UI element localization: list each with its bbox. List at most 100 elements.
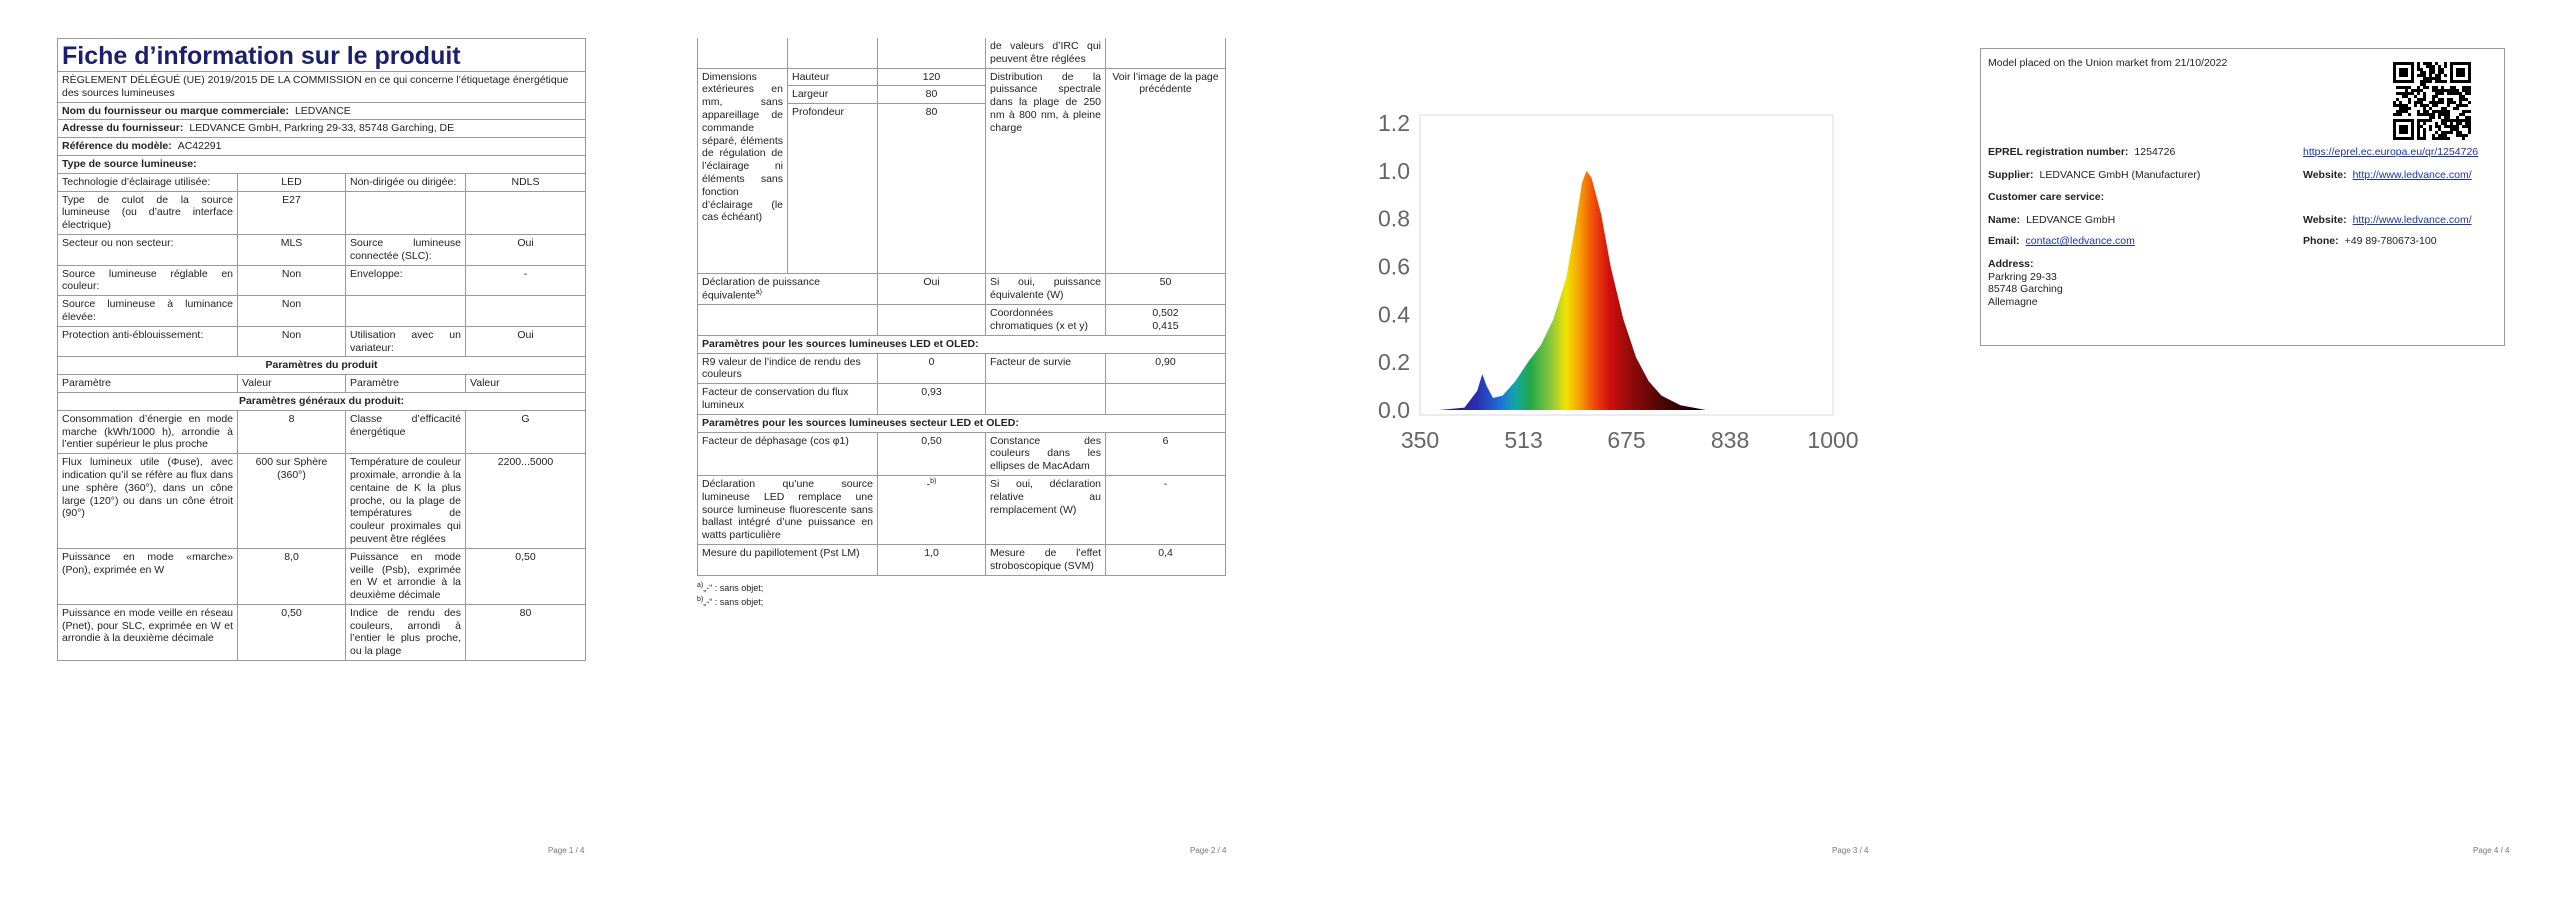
qr-module <box>2441 110 2444 113</box>
qr-module <box>2414 95 2417 98</box>
qr-module <box>2432 77 2435 80</box>
qr-module <box>2438 110 2441 113</box>
column-header: Paramètre <box>57 374 238 393</box>
qr-module <box>2459 113 2462 116</box>
cell: Dimensions extérieures en mm, sans appar… <box>697 67 788 275</box>
cell: Largeur <box>787 85 878 105</box>
qr-module <box>2432 89 2435 92</box>
website-link[interactable]: http://www.ledvance.com/ <box>2352 214 2472 227</box>
qr-module <box>2423 86 2426 89</box>
qr-module <box>2423 95 2426 98</box>
qr-module <box>2417 110 2420 113</box>
qr-module <box>2453 125 2456 128</box>
qr-module <box>2399 104 2402 107</box>
email-link[interactable]: contact@ledvance.com <box>2025 234 2135 247</box>
qr-module <box>2423 71 2426 74</box>
column-header: Valeur <box>237 374 346 393</box>
cell: Constance des couleurs dans les ellipses… <box>985 431 1106 477</box>
qr-module <box>2420 101 2423 104</box>
qr-module <box>2438 128 2441 131</box>
qr-module <box>2405 86 2408 89</box>
qr-module <box>2420 89 2423 92</box>
qr-module <box>2459 119 2462 122</box>
qr-module <box>2432 104 2435 107</box>
cell: 600 sur Sphère (360°) <box>237 453 346 549</box>
cell: Type de culot de la source lumineuse (ou… <box>57 190 238 235</box>
page-1: Fiche d’information sur le produit RÈGLE… <box>57 38 586 662</box>
footnote-text: „-“ : sans objet; <box>703 582 764 593</box>
qr-module <box>2435 80 2438 83</box>
cell: G <box>465 409 586 455</box>
column-header: Paramètre <box>345 374 466 393</box>
section-heading: Customer care service: <box>1988 191 2105 204</box>
qr-module <box>2441 113 2444 116</box>
cell: NDLS <box>465 172 586 192</box>
qr-module <box>2465 104 2468 107</box>
qr-module <box>2450 119 2453 122</box>
qr-module <box>2426 110 2429 113</box>
qr-module <box>2417 98 2420 101</box>
qr-module <box>2405 95 2408 98</box>
qr-module <box>2429 113 2432 116</box>
cell: Déclaration de puissance équivalente <box>702 276 820 302</box>
cell: MLS <box>237 233 346 266</box>
field-label: EPREL registration number: <box>1988 145 2129 158</box>
qr-module <box>2432 95 2435 98</box>
qr-module <box>2405 92 2408 95</box>
qr-module <box>2417 131 2420 134</box>
qr-module <box>2423 62 2426 65</box>
qr-module <box>2444 116 2447 119</box>
cell: Source lumineuse connectée (SLC): <box>345 233 466 266</box>
qr-module <box>2441 98 2444 101</box>
title: Fiche d’information sur le produit <box>62 42 461 70</box>
x-tick-label: 675 <box>1607 427 1645 453</box>
cell: 8,0 <box>237 547 346 605</box>
qr-module <box>2456 122 2459 125</box>
cell: Non <box>237 264 346 297</box>
qr-module <box>2420 80 2423 83</box>
qr-module <box>2465 98 2468 101</box>
cell: Source lumineuse à luminance élevée: <box>57 295 238 327</box>
qr-module <box>2468 86 2471 89</box>
qr-module <box>2423 92 2426 95</box>
cell: 0,50 <box>877 431 986 477</box>
qr-module <box>2465 122 2468 125</box>
field-label: Phone: <box>2303 234 2339 247</box>
qr-module <box>2399 113 2402 116</box>
qr-module <box>2459 101 2462 104</box>
qr-module <box>2453 89 2456 92</box>
qr-module <box>2429 119 2432 122</box>
spectrum-area <box>1439 170 1706 410</box>
qr-module <box>2456 104 2459 107</box>
qr-module <box>2435 62 2438 65</box>
qr-module <box>2432 98 2435 101</box>
qr-module <box>2432 137 2435 140</box>
qr-module <box>2438 80 2441 83</box>
qr-module <box>2429 116 2432 119</box>
qr-module <box>2456 89 2459 92</box>
qr-module <box>2468 119 2471 122</box>
cell: Puissance en mode «marche» (Pon), exprim… <box>57 547 238 605</box>
cell: Indice de rendu des couleurs, arrondi à … <box>345 603 466 662</box>
eprel-link[interactable]: https://eprel.ec.europa.eu/qr/1254726 <box>2303 145 2479 158</box>
website-link[interactable]: http://www.ledvance.com/ <box>2352 168 2472 181</box>
qr-module <box>2441 107 2444 110</box>
qr-module <box>2438 134 2441 137</box>
field-value: LEDVANCE GmbH, Parkring 29-33, 85748 Gar… <box>189 122 455 135</box>
qr-module <box>2423 107 2426 110</box>
qr-module <box>2438 116 2441 119</box>
qr-module <box>2420 74 2423 77</box>
qr-module <box>2426 104 2429 107</box>
address-line: 85748 Garching <box>1988 283 2063 296</box>
qr-module <box>2396 113 2399 116</box>
qr-module <box>2453 101 2456 104</box>
address-line: Parkring 29-33 <box>1988 270 2057 283</box>
qr-module <box>2405 89 2408 92</box>
x-tick-label: 513 <box>1504 427 1542 453</box>
field-label: Email: <box>1988 234 2020 247</box>
cell: Mesure du papillotement (Pst LM) <box>697 544 878 576</box>
qr-module <box>2417 86 2420 89</box>
field-value: AC42291 <box>177 140 222 153</box>
qr-module <box>2450 122 2453 125</box>
cell: Puissance en mode veille (Psb), exprimée… <box>345 547 466 605</box>
